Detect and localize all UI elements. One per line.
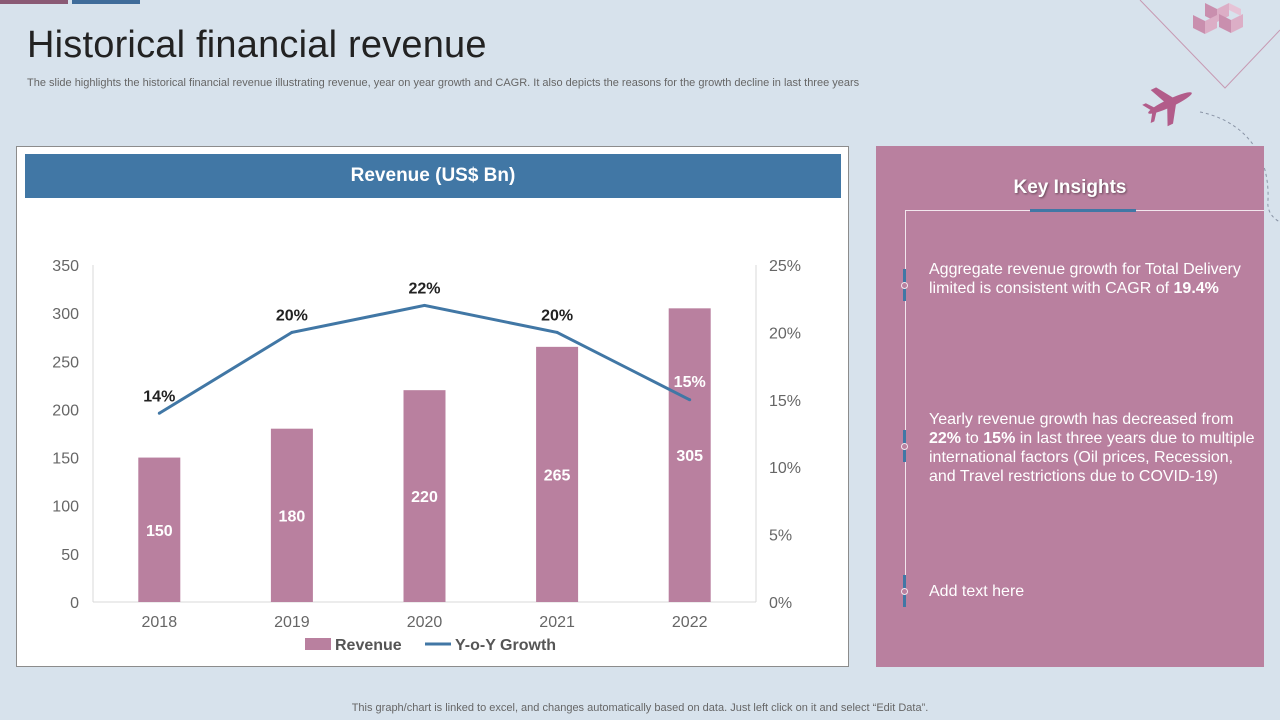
legend-growth-label: Y-o-Y Growth	[455, 637, 556, 654]
insight-item: Add text here	[929, 583, 1025, 600]
y-right-tick-label: 5%	[769, 528, 792, 545]
footer-note: This graph/chart is linked to excel, and…	[351, 702, 929, 714]
airplane-icon	[1142, 87, 1192, 127]
growth-point	[423, 303, 426, 307]
y-left-tick-label: 200	[52, 402, 79, 419]
growth-point	[157, 411, 161, 415]
growth-point	[290, 330, 294, 334]
growth-point-label: 14%	[143, 388, 175, 405]
revenue-bar	[270, 428, 313, 602]
x-tick-label: 2020	[407, 614, 443, 631]
revenue-bar	[536, 346, 579, 602]
y-left-tick-label: 100	[52, 499, 79, 516]
growth-point	[688, 398, 692, 402]
boxes-icon	[1193, 3, 1243, 34]
chart-title: Revenue (US$ Bn)	[25, 154, 841, 198]
revenue-bar-label: 305	[676, 448, 703, 465]
revenue-bar-label: 150	[146, 523, 173, 540]
y-left-tick-label: 250	[52, 354, 79, 371]
y-right-tick-label: 15%	[769, 393, 801, 410]
revenue-chart-panel: Revenue (US$ Bn) 0 50 100 150 200 250 300 350 0%…	[16, 146, 849, 667]
revenue-bar-label: 180	[279, 508, 306, 525]
y-right-tick-label: 10%	[769, 460, 801, 477]
insight-marker	[901, 430, 908, 462]
y-left-tick-label: 350	[52, 258, 79, 275]
y-left-tick-label: 50	[61, 547, 79, 564]
legend-revenue-label: Revenue	[335, 637, 402, 654]
accent-bar-left	[0, 0, 68, 4]
y-left-tick-label: 300	[52, 306, 79, 323]
insights-timeline	[905, 210, 906, 606]
insight-marker	[901, 269, 908, 301]
page-subtitle: The slide highlights the historical fina…	[27, 77, 860, 89]
y-right-tick-label: 0%	[769, 595, 792, 612]
y-left-tick-label: 0	[70, 595, 79, 612]
key-insights-panel: Key Insights Aggregate revenue growth fo…	[876, 146, 1264, 667]
x-tick-label: 2022	[672, 614, 708, 631]
revenue-bar	[138, 457, 181, 602]
insights-title: Key Insights	[1013, 177, 1127, 198]
y-right-tick-label: 25%	[769, 258, 801, 275]
x-tick-label: 2019	[274, 614, 310, 631]
growth-point-label: 22%	[408, 280, 440, 297]
legend-revenue-swatch	[305, 638, 331, 650]
y-left-tick-label: 150	[52, 451, 79, 468]
accent-bar-right	[72, 0, 140, 4]
revenue-bar-label: 265	[544, 467, 571, 484]
insight-item: Aggregate revenue growth for Total Deliv…	[929, 261, 1241, 297]
page-title: Historical financial revenue	[27, 24, 487, 66]
growth-point-label: 20%	[276, 307, 308, 324]
revenue-bar	[668, 308, 711, 602]
growth-point-label: 15%	[674, 374, 706, 391]
x-tick-label: 2021	[539, 614, 575, 631]
revenue-bar	[403, 390, 446, 602]
insights-title-underline	[1030, 209, 1136, 212]
revenue-bar-label: 220	[411, 489, 438, 506]
insight-item: Yearly revenue growth has decreased from…	[929, 411, 1255, 485]
revenue-chart: 0 50 100 150 200 250 300 350 0% 5% 10% 15% 20% 25% 150…	[52, 258, 801, 654]
growth-point	[555, 330, 559, 334]
x-tick-label: 2018	[142, 614, 178, 631]
insight-marker	[901, 575, 908, 607]
growth-point-label: 20%	[541, 307, 573, 324]
y-right-tick-label: 20%	[769, 325, 801, 342]
travel-decoration	[1139, 0, 1280, 223]
